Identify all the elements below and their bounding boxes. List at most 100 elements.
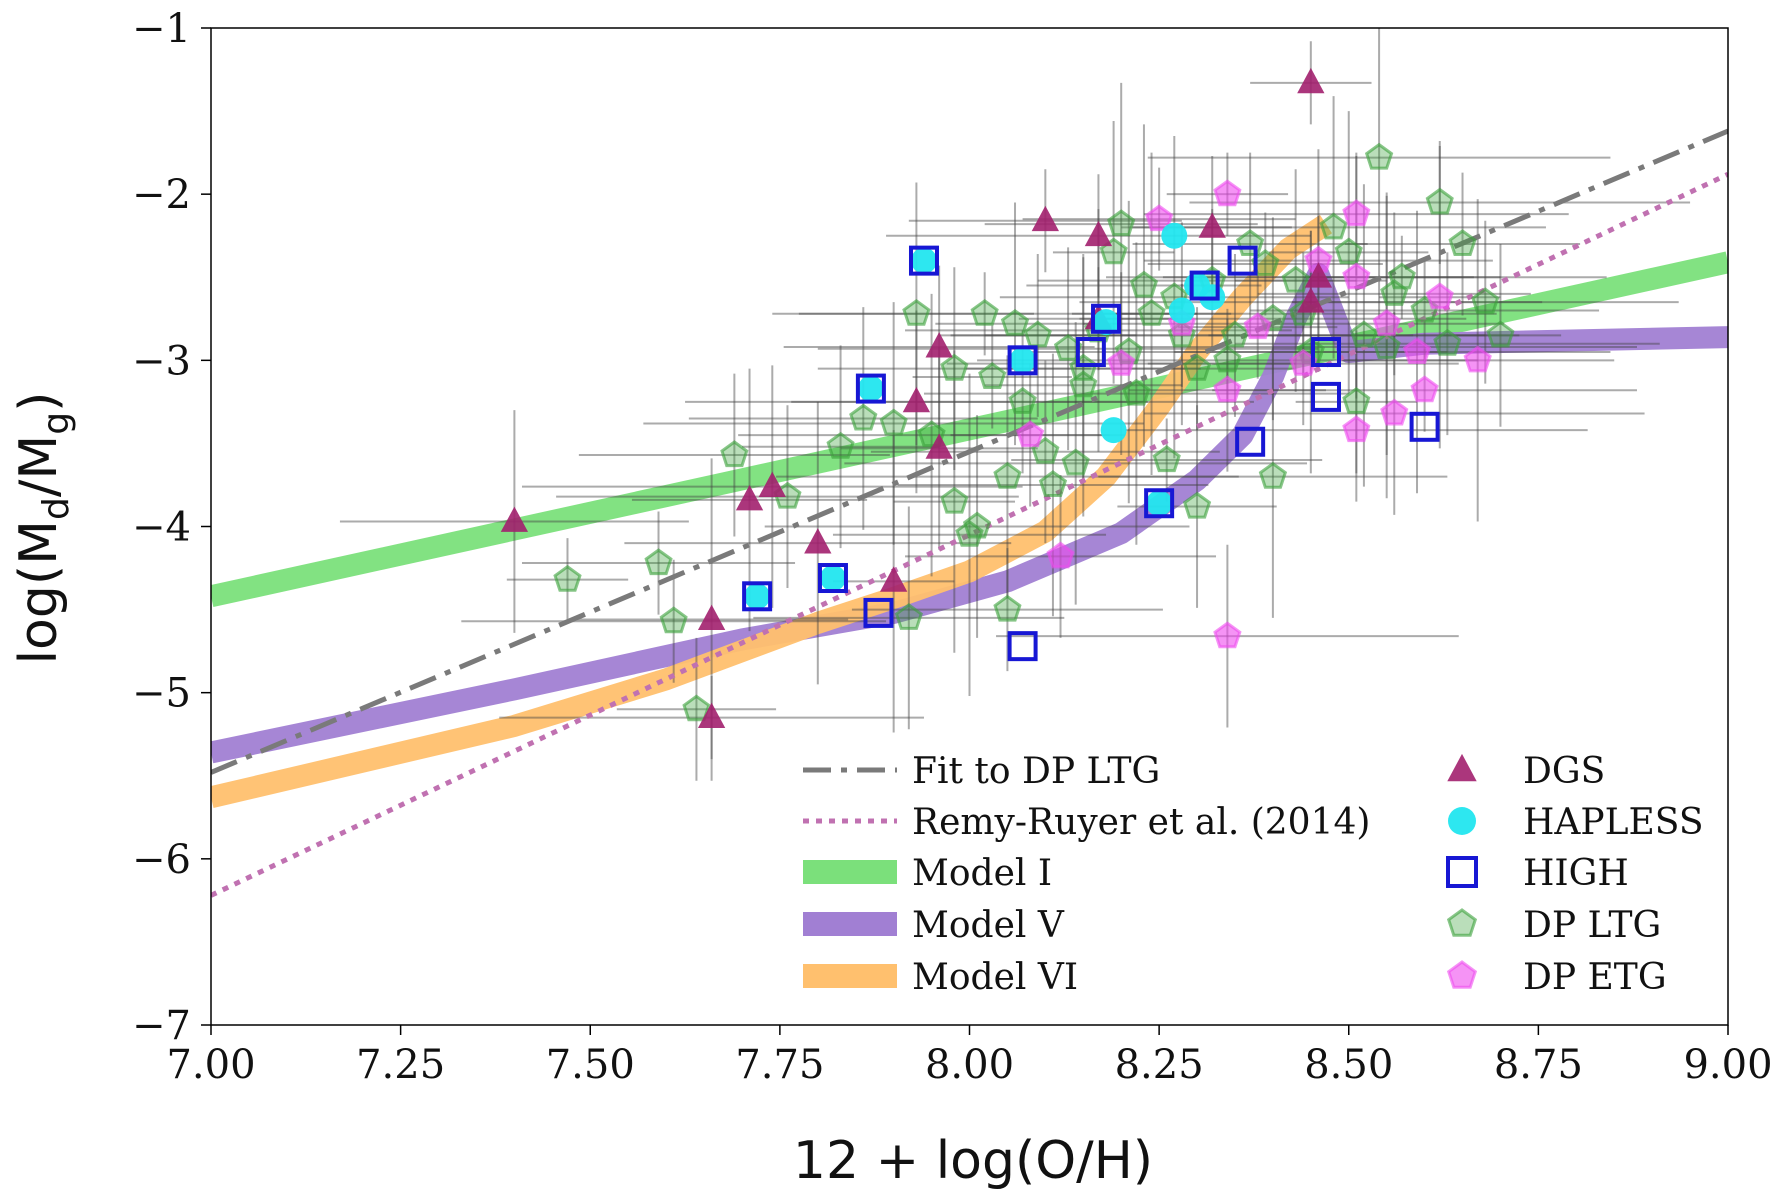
point-high [1310, 381, 1341, 412]
y-tick-label: −2 [132, 172, 191, 218]
point-dp-ltg [1425, 187, 1454, 215]
x-tick-label: 7.75 [735, 1042, 824, 1088]
point-dp-etg [1463, 345, 1492, 373]
y-tick-label: −3 [132, 338, 191, 384]
point-dp-ltg [1364, 142, 1394, 170]
y-axis-title: log(Md/Mg) [9, 392, 77, 665]
point-dgs [1031, 205, 1059, 232]
point-hapless [1009, 347, 1036, 374]
point-dp-ltg [644, 548, 673, 576]
y-tick-label: −7 [132, 1003, 191, 1049]
point-dgs [1198, 212, 1226, 238]
point-dp-etg [1046, 541, 1075, 569]
point-dp-ltg [1069, 370, 1098, 398]
point-dgs [925, 332, 953, 358]
point-dp-etg [1107, 348, 1136, 376]
point-dp-ltg [1486, 320, 1515, 348]
point-dp-ltg [1107, 209, 1136, 237]
point-dp-ltg [1380, 279, 1409, 306]
point-dp-ltg [659, 606, 688, 634]
x-axis-title: 12 + log(O/H) [793, 1131, 1153, 1191]
point-dp-ltg [978, 362, 1007, 389]
point-dp-ltg [1182, 353, 1212, 381]
point-dp-ltg [1342, 387, 1371, 414]
x-tick-label: 8.75 [1494, 1042, 1583, 1088]
point-dp-etg [1342, 262, 1371, 290]
x-tick-label: 8.25 [1115, 1042, 1204, 1088]
point-dp-ltg [1220, 320, 1250, 348]
x-tick-label: 8.50 [1304, 1042, 1393, 1088]
point-high [1144, 488, 1175, 519]
point-high [1235, 426, 1266, 457]
point-high [1091, 303, 1122, 334]
point-dp-ltg [993, 594, 1022, 622]
point-dgs [1304, 262, 1333, 288]
legend-marker-dp-ltg [1446, 908, 1478, 937]
point-dp-etg [1145, 204, 1174, 232]
point-dp-ltg [553, 564, 582, 592]
legend-marker-dp-etg [1446, 960, 1478, 989]
point-dp-ltg [879, 408, 908, 436]
point-dp-ltg [970, 298, 999, 326]
point-dp-ltg [1281, 265, 1310, 293]
x-tick-label: 7.00 [166, 1042, 255, 1088]
point-hapless [744, 583, 771, 610]
line-fit-to-dp-ltg [211, 128, 1728, 775]
point-dp-ltg [940, 353, 969, 381]
point-dp-etg [1342, 415, 1371, 443]
point-dp-ltg [1061, 448, 1090, 476]
point-dp-ltg [1008, 387, 1037, 414]
point-dp-ltg [1258, 461, 1288, 489]
band-model-i [211, 251, 1728, 608]
legend: Fit to DP LTG Remy-Ruyer et al. (2014) Mod… [803, 751, 1704, 998]
legend-label-model-v: Model V [912, 905, 1065, 946]
point-dp-ltg [1433, 328, 1462, 356]
point-high [1409, 411, 1440, 442]
point-high [1227, 245, 1258, 276]
point-high [1007, 345, 1038, 376]
data-points-layer [500, 67, 1515, 728]
point-hapless [910, 247, 937, 274]
legend-marker-hapless [1448, 807, 1476, 835]
point-dp-etg [1372, 308, 1401, 336]
legend-label-dp-ltg: DP LTG [1523, 905, 1661, 946]
point-dp-etg [1402, 337, 1432, 364]
y-tick-label: −1 [132, 6, 191, 52]
point-hapless [857, 375, 884, 402]
legend-label-hapless: HAPLESS [1523, 802, 1704, 843]
point-hapless [1161, 222, 1188, 249]
point-dp-etg [1243, 312, 1272, 340]
legend-swatch-model-i [803, 860, 897, 884]
point-dgs [1297, 287, 1325, 313]
point-dp-etg [1213, 621, 1242, 649]
point-high [1007, 631, 1038, 662]
point-dgs [1084, 220, 1113, 247]
legend-label-fit-to-dp-ltg: Fit to DP LTG [912, 751, 1160, 792]
point-dp-etg [1016, 420, 1045, 448]
point-high [863, 597, 894, 628]
x-tick-label: 7.25 [356, 1042, 445, 1088]
point-dp-ltg [1122, 378, 1151, 406]
point-dgs [902, 386, 931, 413]
point-hapless [1168, 297, 1195, 324]
error-bars-layer [339, 28, 1691, 781]
point-dp-ltg [1236, 229, 1265, 256]
legend-swatch-model-vi [803, 964, 897, 988]
legend-marker-dgs [1447, 753, 1477, 782]
legend-label-high: HIGH [1523, 853, 1629, 894]
x-tick-label: 9.00 [1683, 1042, 1772, 1088]
point-dp-ltg [1129, 270, 1159, 298]
point-dp-etg [1410, 375, 1439, 403]
point-hapless [819, 565, 846, 592]
point-dp-ltg [1000, 308, 1030, 336]
point-dp-ltg [1448, 229, 1477, 256]
point-dgs [804, 528, 832, 554]
legend-marker-high [1446, 856, 1478, 888]
y-tick-label: −5 [132, 671, 191, 717]
point-dgs [697, 702, 726, 728]
point-dp-ltg [1471, 287, 1500, 315]
point-high [1189, 270, 1220, 301]
point-dgs [925, 433, 953, 459]
point-dgs [758, 471, 786, 498]
